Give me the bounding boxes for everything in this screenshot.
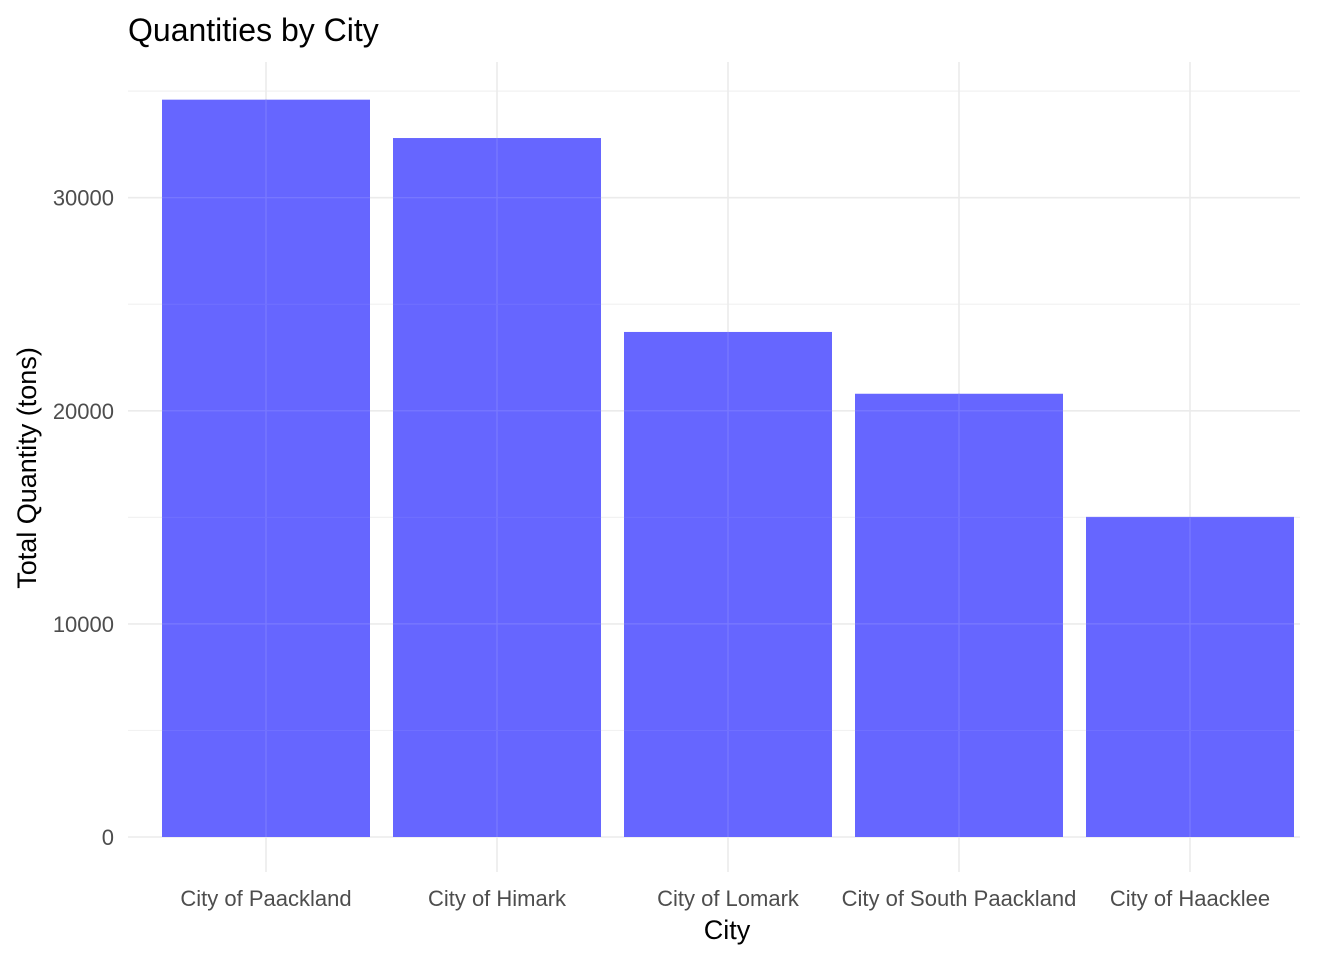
- x-tick-label: City of Himark: [428, 886, 567, 911]
- x-axis-ticks: City of Paackland City of Himark City of L…: [180, 886, 1270, 911]
- chart-title: Quantities by City: [128, 12, 379, 48]
- x-tick-label: City of Haacklee: [1110, 886, 1270, 911]
- bars: [162, 99, 1294, 838]
- y-tick-label: 0: [102, 825, 114, 850]
- x-tick-label: City of South Paackland: [842, 886, 1077, 911]
- y-tick-label: 20000: [53, 399, 114, 424]
- x-tick-label: City of Paackland: [180, 886, 351, 911]
- y-tick-label: 10000: [53, 612, 114, 637]
- y-axis-ticks: 0 10000 20000 30000: [53, 186, 114, 850]
- x-axis-title: City: [704, 915, 751, 945]
- y-tick-label: 30000: [53, 186, 114, 211]
- x-tick-label: City of Lomark: [657, 886, 800, 911]
- y-axis-title: Total Quantity (tons): [12, 347, 42, 589]
